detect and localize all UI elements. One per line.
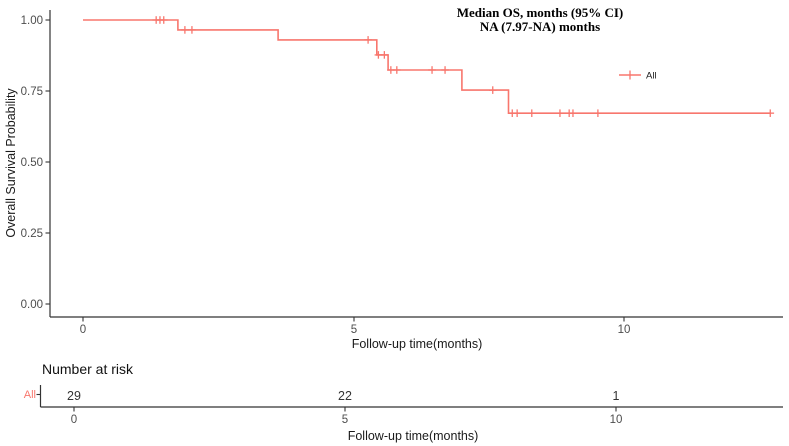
legend-label-all: All [646,71,657,82]
main-plot: 1.00 0.75 0.50 0.25 0.00 0 5 10 Overall … [4,5,783,351]
median-os-annotation-line2: NA (7.97-NA) months [480,19,600,34]
risk-x-tick-marks [73,407,617,412]
risk-x-tick-label-10: 10 [610,414,623,426]
risk-row-label-all: All [24,389,36,401]
x-tick-marks [82,317,625,322]
risk-value-t0: 29 [67,389,81,403]
x-tick-label-5: 5 [351,324,357,336]
median-os-annotation-line1: Median OS, months (95% CI) [457,5,624,20]
x-axis-title: Follow-up time(months) [352,337,483,351]
x-tick-label-0: 0 [80,324,86,336]
y-axis-title: Overall Survival Probability [4,88,18,238]
risk-value-t5: 22 [338,389,352,403]
y-tick-marks [45,19,50,305]
x-tick-label-10: 10 [618,324,631,336]
risk-x-tick-label-5: 5 [342,414,348,426]
risk-x-axis-title: Follow-up time(months) [348,429,479,443]
y-tick-label-0.00: 0.00 [21,299,43,311]
y-tick-label-0.75: 0.75 [21,86,43,98]
risk-x-tick-label-0: 0 [71,414,77,426]
y-tick-label-1.00: 1.00 [21,15,43,27]
survival-curve-all [83,19,771,114]
risk-table-title: Number at risk [42,361,134,377]
risk-table: Number at risk All 29 22 1 0 5 10 Follow… [24,361,783,443]
y-tick-label-0.50: 0.50 [21,157,43,169]
legend: All [619,70,657,82]
risk-value-t10: 1 [613,389,620,403]
censor-marks [152,16,775,117]
y-tick-label-0.25: 0.25 [21,228,43,240]
